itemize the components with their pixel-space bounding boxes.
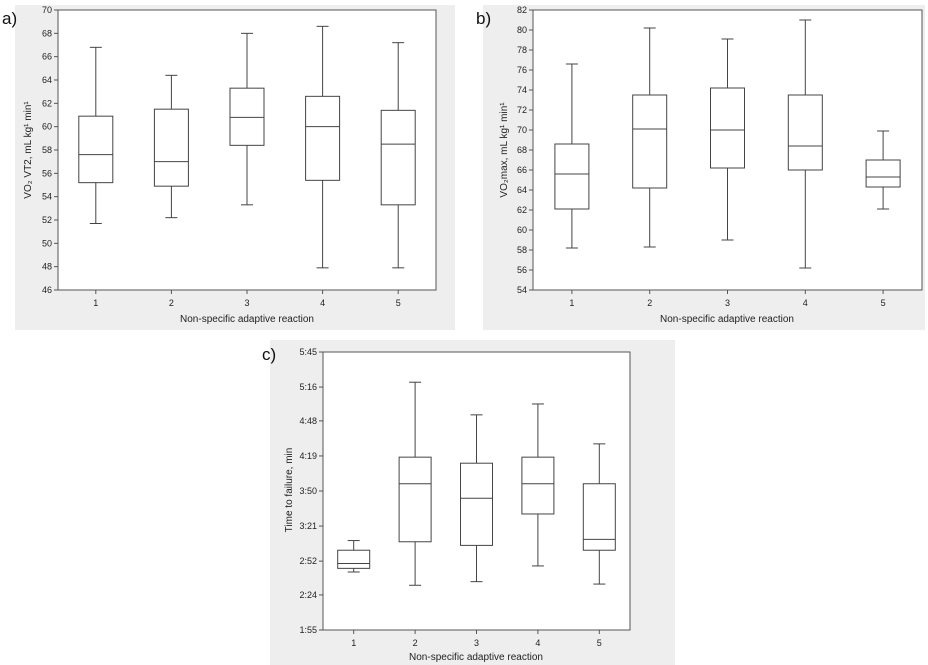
y-tick-label: 56 bbox=[517, 265, 527, 275]
y-tick-label: 4:19 bbox=[299, 451, 317, 461]
x-tick-label: 5 bbox=[881, 298, 886, 308]
y-tick-label: 64 bbox=[517, 185, 527, 195]
box-2 bbox=[398, 381, 432, 586]
y-tick-label: 50 bbox=[42, 238, 52, 248]
box-3 bbox=[460, 414, 493, 583]
y-tick-label: 60 bbox=[517, 225, 527, 235]
iqr-box bbox=[460, 462, 493, 546]
y-tick-label: 60 bbox=[42, 122, 52, 132]
y-tick-label: 78 bbox=[517, 45, 527, 55]
y-tick-label: 68 bbox=[42, 28, 52, 38]
y-tick-label: 62 bbox=[517, 205, 527, 215]
iqr-box bbox=[554, 143, 590, 210]
y-tick-label: 66 bbox=[517, 165, 527, 175]
y-tick-label: 48 bbox=[42, 262, 52, 272]
y-tick-label: 46 bbox=[42, 285, 52, 295]
x-tick-label: 5 bbox=[597, 638, 602, 648]
iqr-box bbox=[710, 87, 745, 169]
x-tick-label: 5 bbox=[396, 298, 401, 308]
x-tick-label: 2 bbox=[169, 298, 174, 308]
box-3 bbox=[710, 38, 745, 241]
x-axis-label: Non-specific adaptive reaction bbox=[660, 314, 794, 325]
iqr-box bbox=[380, 109, 416, 206]
y-tick-label: 80 bbox=[517, 25, 527, 35]
y-tick-label: 2:24 bbox=[299, 590, 317, 600]
iqr-box bbox=[865, 159, 901, 188]
iqr-box bbox=[229, 87, 265, 146]
y-tick-label: 54 bbox=[517, 285, 527, 295]
x-tick-label: 2 bbox=[413, 638, 418, 648]
x-tick-label: 1 bbox=[569, 298, 574, 308]
box-4 bbox=[787, 19, 823, 269]
y-tick-label: 52 bbox=[42, 215, 52, 225]
y-tick-label: 66 bbox=[42, 52, 52, 62]
y-tick-label: 3:21 bbox=[299, 521, 317, 531]
y-tick-label: 82 bbox=[517, 5, 527, 15]
x-axis-label: Non-specific adaptive reaction bbox=[180, 314, 314, 325]
y-axis-label: VO₂max, mL kg¹ min¹ bbox=[499, 102, 510, 198]
y-tick-label: 76 bbox=[517, 65, 527, 75]
box-5 bbox=[865, 130, 901, 210]
y-tick-label: 62 bbox=[42, 98, 52, 108]
iqr-box bbox=[153, 108, 189, 187]
y-tick-label: 58 bbox=[517, 245, 527, 255]
y-tick-label: 70 bbox=[517, 125, 527, 135]
y-axis-label: Time to failure, min bbox=[284, 448, 295, 533]
iqr-box bbox=[582, 483, 616, 551]
y-tick-label: 54 bbox=[42, 192, 52, 202]
box-5 bbox=[380, 42, 416, 269]
y-tick-label: 2:52 bbox=[299, 556, 317, 566]
y-tick-label: 72 bbox=[517, 105, 527, 115]
x-tick-label: 1 bbox=[93, 298, 98, 308]
y-tick-label: 70 bbox=[42, 5, 52, 15]
box-2 bbox=[632, 27, 668, 248]
y-tick-label: 5:45 bbox=[299, 347, 317, 357]
y-tick-label: 74 bbox=[517, 85, 527, 95]
iqr-box bbox=[787, 94, 823, 171]
x-tick-label: 4 bbox=[803, 298, 808, 308]
y-tick-label: 68 bbox=[517, 145, 527, 155]
iqr-box bbox=[305, 95, 341, 181]
x-tick-label: 3 bbox=[244, 298, 249, 308]
iqr-box bbox=[632, 94, 668, 189]
iqr-box bbox=[521, 456, 555, 515]
box-5 bbox=[582, 443, 616, 585]
box-1 bbox=[78, 46, 114, 224]
x-tick-label: 4 bbox=[320, 298, 325, 308]
y-axis-label: VO₂ VT2, mL kg¹ min¹ bbox=[23, 101, 34, 199]
y-tick-label: 56 bbox=[42, 168, 52, 178]
y-tick-label: 5:16 bbox=[299, 382, 317, 392]
panel-3: c) 1:55 2:24 2:52 3:21 3:50 4:19 4:48 5:16 5:45 Ti… bbox=[262, 340, 675, 665]
box-1 bbox=[554, 63, 590, 249]
y-tick-label: 1:55 bbox=[299, 625, 317, 635]
box-3 bbox=[229, 32, 265, 206]
iqr-box bbox=[78, 115, 114, 184]
box-1 bbox=[337, 540, 371, 573]
box-2 bbox=[153, 74, 189, 219]
x-tick-label: 4 bbox=[535, 638, 540, 648]
panel-label: a) bbox=[2, 9, 17, 28]
iqr-box bbox=[337, 549, 371, 569]
box-4 bbox=[305, 25, 341, 269]
x-tick-label: 3 bbox=[474, 638, 479, 648]
y-tick-label: 4:48 bbox=[299, 416, 317, 426]
panel-2: b)545658606264666870727476788082VO₂max, … bbox=[476, 5, 925, 330]
y-tick-label: 64 bbox=[42, 75, 52, 85]
x-tick-label: 1 bbox=[351, 638, 356, 648]
panel-label: c) bbox=[262, 345, 276, 364]
box-4 bbox=[521, 403, 555, 567]
x-tick-label: 2 bbox=[647, 298, 652, 308]
x-axis-label: Non-specific adaptive reaction bbox=[409, 652, 543, 663]
iqr-box bbox=[398, 456, 432, 543]
panel-label: b) bbox=[476, 9, 491, 28]
x-tick-label: 3 bbox=[725, 298, 730, 308]
y-tick-label: 3:50 bbox=[299, 486, 317, 496]
y-tick-label: 58 bbox=[42, 145, 52, 155]
